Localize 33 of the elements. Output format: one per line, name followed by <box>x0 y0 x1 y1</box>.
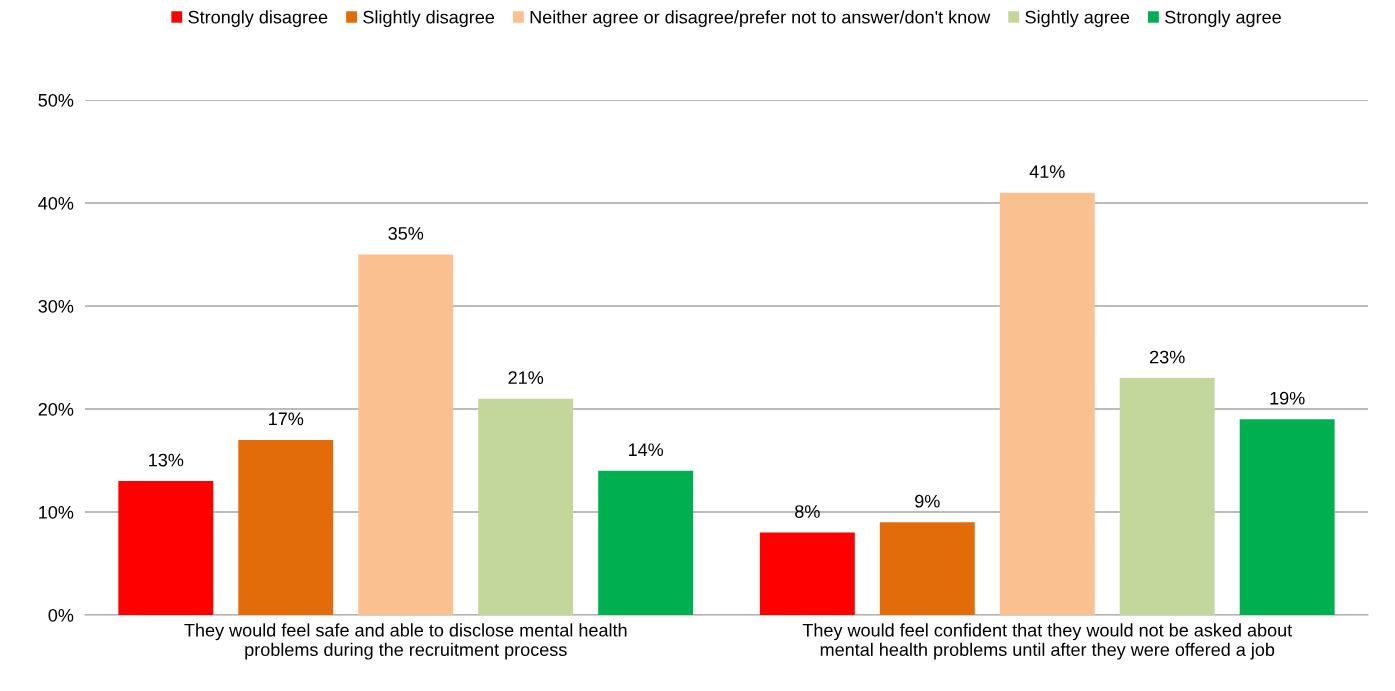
data-label: 41% <box>1029 165 1065 178</box>
y-tick-label: 50% <box>38 93 74 107</box>
bar <box>478 398 574 615</box>
legend-label: Strongly agree <box>1165 10 1281 28</box>
legend-label: Strongly disagree <box>188 10 328 28</box>
bar <box>598 470 694 615</box>
bar <box>1119 378 1215 615</box>
data-label: 21% <box>508 371 544 384</box>
bar <box>238 439 334 615</box>
y-tick-label: 20% <box>38 402 74 416</box>
bar <box>358 254 454 615</box>
legend-label: Slightly disagree <box>363 10 495 28</box>
data-label: 35% <box>388 227 424 240</box>
legend-label: Sightly agree <box>1025 10 1130 28</box>
data-label: 13% <box>149 453 184 467</box>
data-label: 23% <box>1150 350 1185 364</box>
x-tick-label: They would feel safe and able to disclose mental health problems during the recruitment process <box>184 623 627 660</box>
data-label: 17% <box>269 412 304 426</box>
y-tick-label: 0% <box>48 608 74 622</box>
bar <box>1239 419 1335 615</box>
data-label: 8% <box>795 505 820 518</box>
bar <box>999 192 1095 615</box>
bar <box>879 522 975 615</box>
data-label: 19% <box>1270 391 1305 405</box>
y-tick-label: 40% <box>38 196 74 210</box>
x-tick-label: They would feel confident that they would not be asked about mental health problems until after they were offered a job <box>802 623 1293 660</box>
y-tick-label: 10% <box>39 505 74 519</box>
data-label: 14% <box>628 443 664 457</box>
legend-label: Neither agree or disagree/prefer not to answer/don't know <box>530 10 991 28</box>
bar <box>118 481 214 615</box>
y-tick-label: 30% <box>38 299 74 313</box>
bar <box>759 532 855 615</box>
data-label: 9% <box>915 494 940 508</box>
